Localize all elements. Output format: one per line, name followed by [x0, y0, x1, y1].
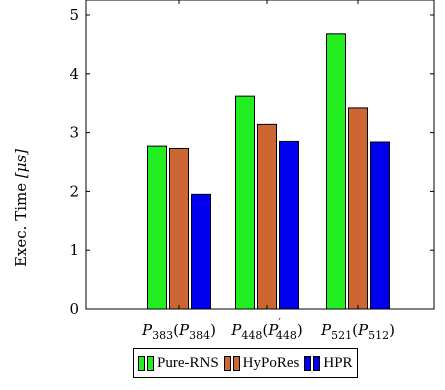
- legend-swatch: [223, 355, 240, 371]
- legend-label: HPR: [323, 354, 353, 371]
- bar-hypores-3: [348, 107, 368, 310]
- y-axis-label: Exec. Time [μs]: [12, 149, 30, 267]
- legend-swatch-bar: [147, 355, 154, 371]
- legend-swatch: [304, 355, 321, 371]
- legend-swatch: [138, 355, 154, 371]
- legend-label: Pure-RNS: [157, 354, 219, 371]
- bar-hypores-1: [169, 147, 189, 310]
- bars: [147, 33, 390, 310]
- y-tick-label: 0: [69, 300, 79, 318]
- legend-item-hypores: HyPoRes: [223, 354, 300, 372]
- y-tick-label: 5: [69, 6, 79, 24]
- legend-swatch-bar: [138, 355, 145, 371]
- legend-swatch-bar: [223, 355, 231, 371]
- category-label: P383(P384): [141, 321, 216, 342]
- bar-hpr-3: [370, 141, 390, 310]
- category-label: P448(P′ 448): [230, 316, 302, 342]
- legend: Pure-RNS HyPoRes HPR: [133, 348, 358, 378]
- bar-hypores-2: [257, 123, 277, 310]
- y-axis-label-unit: [μs]: [12, 149, 30, 178]
- y-tick-label: 4: [69, 65, 79, 83]
- legend-swatch-bar: [313, 355, 321, 371]
- legend-swatch-bar: [232, 355, 240, 371]
- category-labels: P383(P384) P448(P′ 448) P521(P512): [141, 316, 395, 342]
- bar-hpr-2: [279, 140, 299, 310]
- x-axis-ticks: [178, 0, 359, 309]
- bar-pure-rns-3: [326, 33, 346, 310]
- legend-label: HyPoRes: [242, 354, 300, 371]
- plot-area: 0 1 2 3 4 5: [69, 0, 435, 318]
- y-tick-label: 3: [69, 124, 79, 142]
- legend-swatch-bar: [304, 355, 312, 371]
- y-tick-label: 1: [69, 241, 79, 259]
- y-axis-ticks: 0 1 2 3 4 5: [69, 6, 434, 318]
- y-axis-label-text: Exec. Time: [12, 178, 30, 267]
- legend-item-hpr: HPR: [304, 354, 353, 372]
- legend-item-pure-rns: Pure-RNS: [138, 355, 219, 372]
- bar-pure-rns-2: [235, 95, 255, 310]
- y-tick-label: 2: [69, 182, 79, 200]
- bar-pure-rns-1: [147, 145, 167, 310]
- bar-hpr-1: [191, 193, 211, 310]
- category-label: P521(P512): [320, 321, 395, 342]
